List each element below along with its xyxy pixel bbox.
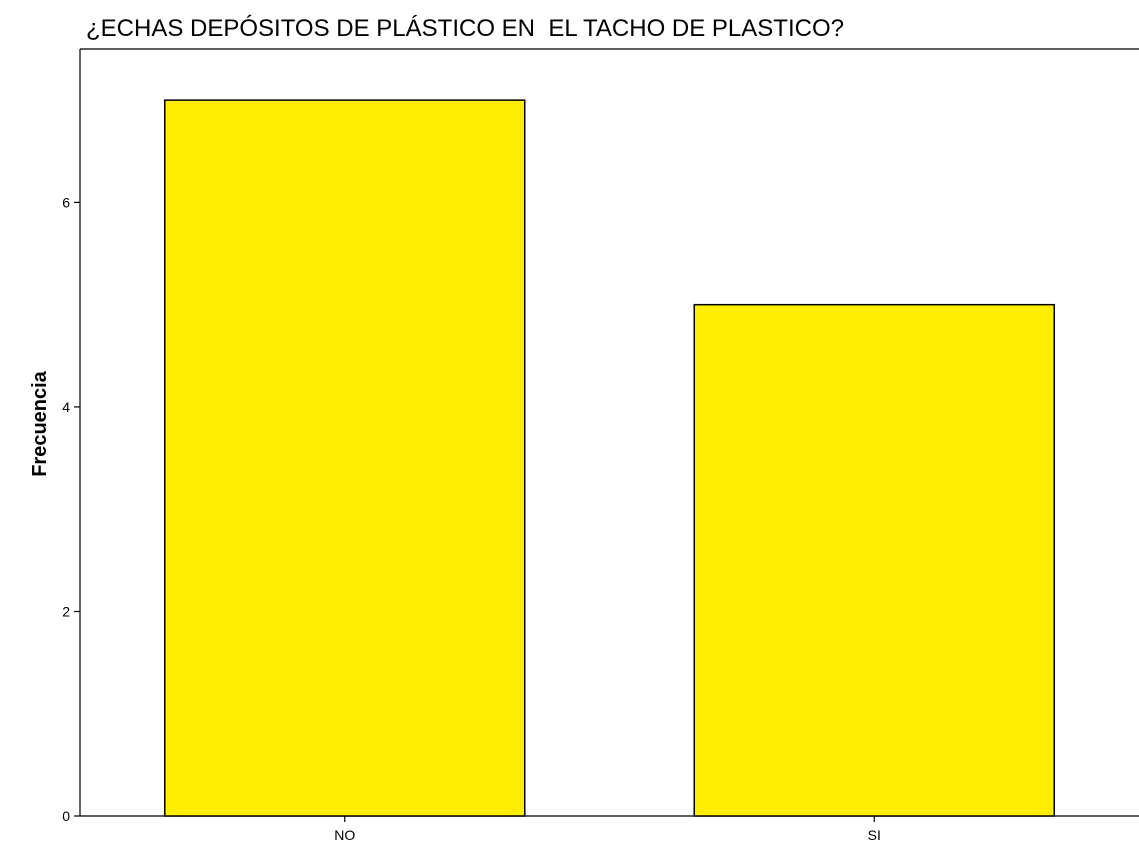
y-axis-ticks: 0 2 4 6 bbox=[62, 194, 80, 824]
bars bbox=[164, 99, 1055, 817]
x-tick-label-no: NO bbox=[334, 827, 355, 843]
x-axis-ticks: NO SI bbox=[334, 816, 881, 843]
y-tick-label: 0 bbox=[62, 808, 70, 824]
y-axis-label: Frecuencia bbox=[29, 370, 51, 476]
bar-no bbox=[164, 99, 526, 817]
bar-si bbox=[693, 303, 1055, 817]
chart-title: ¿ECHAS DEPÓSITOS DE PLÁSTICO EN EL TACHO… bbox=[86, 15, 844, 42]
y-tick-label: 6 bbox=[62, 194, 70, 210]
y-tick-label: 2 bbox=[62, 603, 70, 619]
y-tick-label: 4 bbox=[62, 399, 70, 415]
x-tick-label-si: SI bbox=[868, 827, 881, 843]
